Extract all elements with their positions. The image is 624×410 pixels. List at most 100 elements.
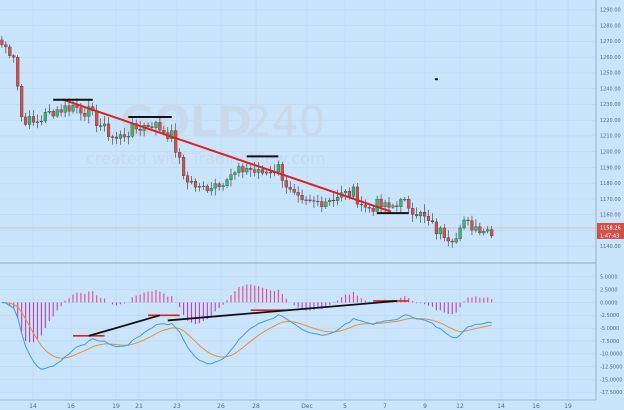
candle-body — [403, 199, 407, 201]
macd-annotations — [73, 300, 409, 337]
candle-body — [375, 198, 379, 212]
candle-body — [110, 136, 115, 138]
countdown-badge — [597, 231, 624, 239]
watermark-symbol: GOLD — [120, 97, 252, 146]
price-tick-label: 1180.00 — [600, 181, 621, 187]
price-annotations — [53, 78, 438, 215]
watermark: GOLD 240 created with TradingView.com — [86, 97, 326, 168]
price-axis[interactable] — [596, 0, 624, 410]
candle-body — [363, 204, 367, 208]
candle-body — [284, 180, 288, 188]
price-tick-label: 1220.00 — [600, 118, 621, 124]
macd-trendline — [88, 314, 161, 337]
candle-body — [288, 187, 292, 190]
countdown-label: 1:47:43 — [600, 234, 619, 240]
candle-body — [316, 200, 320, 203]
candle-body — [170, 130, 174, 139]
candle-body — [178, 152, 182, 158]
candle-body — [391, 205, 395, 208]
candles — [0, 36, 494, 248]
macd-tick-label: -2.5000 — [600, 313, 619, 319]
candle-body — [201, 185, 205, 187]
macd-tick-label: -17.5000 — [600, 390, 622, 396]
time-tick-label: 14 — [497, 403, 505, 410]
candle-body — [182, 157, 186, 176]
price-tick-label: 1240.00 — [600, 86, 621, 92]
macd-tick-label: 5.0000 — [600, 275, 618, 281]
candle-body — [407, 199, 411, 209]
candle-body — [336, 197, 340, 201]
price-tick-label: 1170.00 — [600, 197, 621, 203]
candle-body — [257, 169, 261, 173]
candle-body — [118, 134, 122, 139]
candle-body — [154, 122, 158, 128]
candle-body — [217, 183, 221, 187]
candle-body — [458, 227, 462, 239]
candle-body — [422, 211, 427, 217]
signal-line — [1, 302, 492, 359]
macd-tick-label: -10.0000 — [600, 352, 622, 358]
candle-body — [162, 130, 166, 133]
candle-body — [324, 201, 328, 208]
time-tick-label: 21 — [135, 403, 143, 410]
candle-body — [35, 121, 39, 123]
candle-body — [343, 191, 348, 193]
candle-body — [415, 214, 419, 217]
time-tick-label: 14 — [29, 403, 37, 410]
candle-body — [67, 105, 71, 112]
candle-body — [276, 164, 280, 173]
candle-body — [367, 207, 371, 209]
time-axis[interactable]: 14 16 19 21 23 26 28 Dec 5 7 9 12 14 16 19 — [29, 403, 572, 410]
candle-body — [43, 112, 47, 122]
candle-body — [71, 105, 75, 112]
price-panel — [0, 0, 596, 262]
candle-body — [490, 229, 494, 237]
candle-body — [347, 191, 352, 197]
time-tick-label: 16 — [67, 403, 75, 410]
candle-body — [20, 86, 24, 118]
candle-body — [197, 186, 201, 188]
macd-tick-label: 2.5000 — [600, 287, 618, 293]
candle-body — [387, 202, 391, 208]
candle-body — [193, 180, 198, 188]
candle-body — [4, 44, 8, 48]
candle-body — [355, 186, 359, 205]
candle-body — [63, 105, 67, 113]
candle-body — [146, 125, 150, 127]
candle-body — [241, 166, 245, 173]
time-tick-label: 19 — [112, 403, 120, 410]
candle-body — [320, 201, 324, 208]
candle-body — [462, 219, 466, 229]
candle-body — [31, 116, 36, 123]
candle-body — [466, 219, 470, 221]
candle-body — [79, 107, 83, 114]
close-price-badge — [597, 223, 624, 231]
candle-body — [280, 164, 284, 181]
candle-body — [245, 168, 249, 173]
macd-tick-label: -12.5000 — [600, 364, 622, 370]
candle-body — [174, 130, 178, 153]
candle-body — [308, 199, 312, 201]
price-tick-label: 1210.00 — [600, 134, 621, 140]
candle-body — [261, 169, 265, 174]
candle-body — [438, 227, 442, 235]
price-tick-label: 1270.00 — [600, 39, 621, 45]
candle-body — [304, 199, 308, 201]
price-tick-label: 1290.00 — [600, 8, 621, 14]
candle-body — [0, 39, 4, 45]
candle-body — [292, 189, 296, 193]
candle-body — [225, 179, 229, 186]
time-tick-label: 16 — [532, 403, 540, 410]
candle-body — [130, 123, 134, 137]
candle-body — [27, 116, 32, 125]
candle-body — [253, 169, 257, 173]
macd-tick-label: -5.0000 — [600, 326, 619, 332]
candle-body — [185, 175, 190, 183]
candle-body — [474, 226, 478, 231]
candle-body — [454, 238, 458, 243]
price-tick-label: 1230.00 — [600, 102, 621, 108]
candle-body — [359, 203, 363, 206]
macd-line — [1, 302, 492, 370]
candle-body — [107, 123, 111, 137]
